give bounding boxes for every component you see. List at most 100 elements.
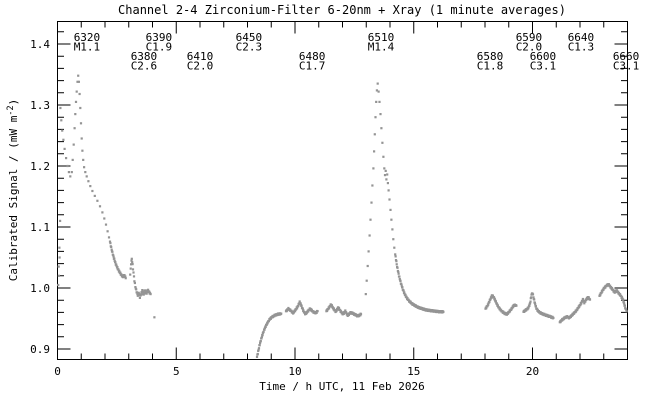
data-point bbox=[414, 304, 418, 307]
data-point bbox=[536, 308, 539, 312]
data-point bbox=[377, 90, 380, 93]
data-point bbox=[386, 173, 389, 176]
data-point bbox=[395, 263, 398, 266]
data-point bbox=[257, 347, 261, 350]
data-point bbox=[580, 302, 583, 305]
data-point bbox=[258, 344, 261, 347]
data-point bbox=[89, 185, 92, 188]
data-point bbox=[259, 341, 262, 345]
data-point bbox=[395, 260, 398, 263]
data-point bbox=[115, 264, 118, 267]
data-point bbox=[493, 297, 496, 300]
data-point bbox=[264, 325, 267, 329]
data-point bbox=[488, 301, 491, 304]
data-point bbox=[534, 303, 537, 306]
data-point bbox=[124, 277, 127, 280]
data-point bbox=[581, 297, 584, 301]
data-point bbox=[301, 307, 304, 310]
data-point bbox=[398, 275, 401, 278]
data-point bbox=[386, 182, 389, 185]
data-point bbox=[101, 211, 104, 214]
data-point bbox=[108, 240, 112, 243]
data-point bbox=[389, 208, 392, 211]
data-point bbox=[387, 189, 390, 192]
data-point bbox=[267, 320, 270, 323]
data-point bbox=[269, 317, 272, 320]
data-point bbox=[492, 296, 496, 299]
data-point bbox=[298, 300, 301, 303]
data-point bbox=[394, 255, 397, 258]
data-point bbox=[307, 310, 310, 313]
data-points bbox=[57, 74, 628, 358]
data-point bbox=[117, 268, 120, 271]
data-point bbox=[403, 291, 406, 294]
data-point bbox=[87, 180, 90, 183]
data-point bbox=[133, 281, 136, 285]
data-point bbox=[134, 286, 137, 289]
data-point bbox=[369, 218, 372, 221]
data-point bbox=[496, 304, 499, 307]
data-point bbox=[77, 74, 80, 77]
data-point bbox=[135, 291, 139, 294]
data-point bbox=[393, 246, 396, 249]
data-point bbox=[78, 92, 81, 96]
data-point bbox=[525, 309, 528, 312]
data-point bbox=[332, 307, 335, 310]
data-point bbox=[385, 178, 388, 181]
data-point bbox=[528, 304, 531, 307]
x-tick-label: 0 bbox=[54, 365, 61, 378]
data-point bbox=[148, 290, 151, 293]
plot-frame bbox=[57, 21, 628, 360]
data-point bbox=[382, 155, 385, 158]
data-point bbox=[398, 278, 401, 281]
data-point bbox=[604, 286, 607, 289]
data-point bbox=[392, 238, 395, 241]
data-point bbox=[615, 289, 619, 292]
y-tick-label: 1.3 bbox=[30, 99, 50, 112]
event-id-label: 6480 bbox=[299, 50, 326, 63]
data-point bbox=[91, 189, 94, 193]
data-point bbox=[259, 340, 262, 343]
event-id-label: 6600 bbox=[530, 50, 557, 63]
plot-area: 0 5 10 15 200.91.01.11.21.31.46320M1.16380C2… bbox=[30, 21, 639, 378]
data-point bbox=[285, 310, 288, 313]
data-point bbox=[294, 310, 297, 313]
x-tick-label: 5 bbox=[173, 365, 180, 378]
data-point bbox=[328, 307, 331, 310]
data-point bbox=[113, 257, 116, 260]
data-point bbox=[364, 293, 367, 296]
data-point bbox=[406, 297, 409, 300]
data-point bbox=[620, 294, 623, 298]
data-point bbox=[502, 310, 505, 313]
data-point bbox=[622, 301, 625, 304]
data-point bbox=[329, 305, 332, 308]
data-point bbox=[625, 308, 628, 311]
data-point bbox=[510, 308, 513, 311]
data-point bbox=[145, 290, 149, 293]
data-point bbox=[122, 275, 125, 278]
chart-title: Channel 2-4 Zirconium-Filter 6-20nm + Xr… bbox=[118, 3, 566, 17]
data-point bbox=[358, 315, 361, 318]
data-point bbox=[121, 274, 124, 277]
x-tick-label: 10 bbox=[288, 365, 301, 378]
data-point bbox=[106, 230, 109, 233]
data-point bbox=[529, 300, 532, 303]
data-point bbox=[131, 261, 134, 264]
data-point bbox=[256, 352, 259, 356]
data-point bbox=[142, 293, 145, 296]
data-point bbox=[533, 298, 536, 301]
series-pre-flare-decay bbox=[59, 106, 72, 178]
event-class-label: C1.3 bbox=[568, 41, 595, 54]
y-tick-label: 1.2 bbox=[30, 160, 50, 173]
data-point bbox=[260, 337, 263, 340]
data-point bbox=[263, 328, 266, 331]
data-point bbox=[58, 246, 61, 249]
data-point bbox=[347, 313, 350, 317]
data-point bbox=[390, 218, 393, 221]
data-point bbox=[341, 311, 344, 314]
data-point bbox=[494, 300, 497, 303]
data-point bbox=[564, 316, 567, 320]
data-point bbox=[512, 305, 515, 309]
event-class-label: C1.8 bbox=[477, 60, 504, 73]
